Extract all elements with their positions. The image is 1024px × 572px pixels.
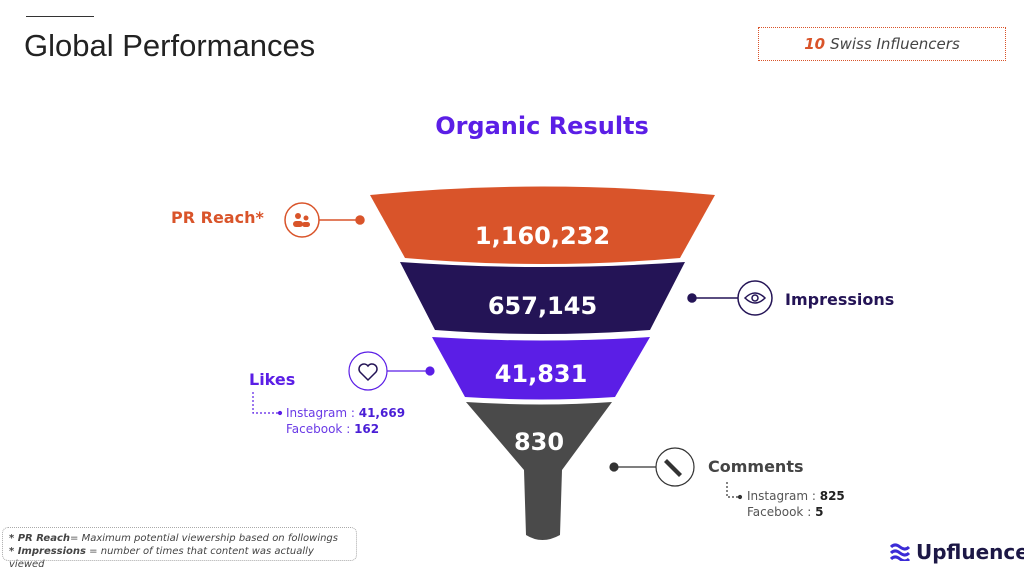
funnel-title: Organic Results [435, 112, 649, 140]
page-title: Global Performances [24, 28, 316, 63]
pr-reach-value: 1,160,232 [474, 222, 611, 250]
comments-breakdown: Instagram : 825 Facebook : 5 [747, 488, 845, 520]
footnote-pr-reach: * PR Reach= Maximum potential viewership… [9, 533, 338, 544]
pr-reach-label: PR Reach* [171, 208, 264, 227]
pencil-icon [664, 459, 682, 477]
funnel-stage-pr-reach [370, 186, 715, 264]
impressions-connector [687, 280, 773, 316]
influencer-badge: 10 Swiss Influencers [758, 27, 1006, 61]
comments-instagram: Instagram : 825 [747, 489, 845, 503]
likes-connector [252, 351, 435, 416]
eye-icon [743, 292, 767, 304]
waves-icon [890, 543, 910, 561]
people-icon [293, 213, 310, 227]
footnote-impressions: * Impressions = number of times that con… [9, 546, 314, 570]
funnel-stage-comments [466, 402, 612, 540]
funnel-stage-impressions [400, 262, 685, 334]
likes-instagram: Instagram : 41,669 [286, 406, 406, 420]
pr-reach-connector [284, 202, 365, 238]
impressions-label: Impressions [785, 290, 895, 309]
comments-value: 830 [513, 428, 565, 456]
badge-count: 10 [804, 35, 826, 53]
comments-label: Comments [708, 457, 804, 476]
footnotes: * PR Reach= Maximum potential viewership… [2, 527, 357, 570]
likes-breakdown: Instagram : 41,669 Facebook : 162 [286, 405, 405, 437]
badge-text: Swiss Influencers [830, 35, 960, 53]
likes-label: Likes [249, 370, 296, 389]
comments-facebook: Facebook : 5 [747, 505, 824, 519]
heart-icon [358, 363, 378, 382]
upfluence-logo: Upfluence [890, 540, 1024, 564]
funnel-stage-likes [432, 337, 650, 400]
comments-connector [609, 447, 743, 500]
likes-facebook: Facebook : 162 [286, 422, 380, 436]
title-rule [26, 16, 94, 17]
likes-value: 41,831 [494, 360, 588, 388]
impressions-value: 657,145 [487, 292, 598, 320]
